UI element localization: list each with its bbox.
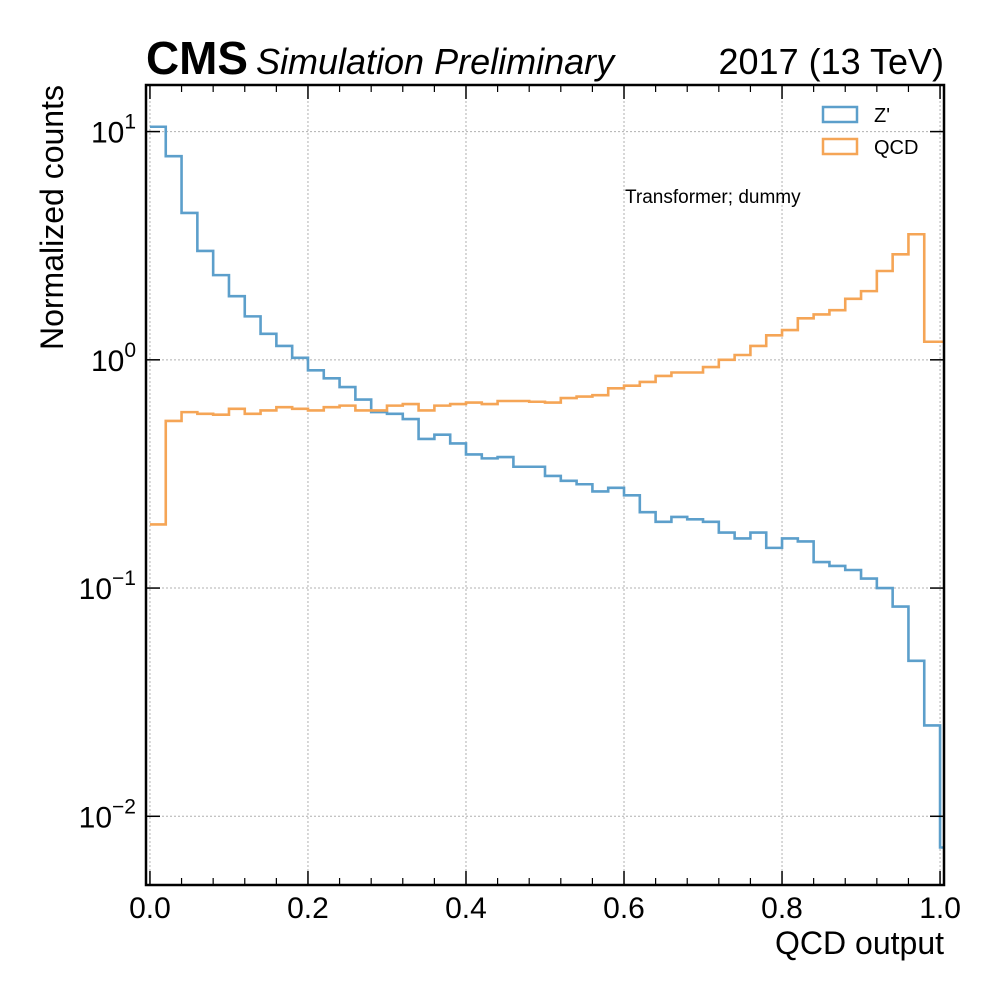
x-tick-label: 1.0 <box>919 892 961 925</box>
annotation-text: Transformer; dummy <box>625 187 801 208</box>
x-tick-label: 0.4 <box>445 892 487 925</box>
series-zprime-step <box>149 125 944 849</box>
y-tick-label: 100 <box>91 339 136 378</box>
legend-swatch-zprime <box>821 105 859 124</box>
legend: Z' QCD <box>821 105 918 159</box>
y-tick-label: 10−1 <box>79 567 136 606</box>
y-axis-label: Normalized counts <box>34 85 70 350</box>
x-tick-label: 0.8 <box>761 892 803 925</box>
ticks-layer: 0.0 0.2 0.4 0.6 0.8 1.0 101 100 10−1 10−2 <box>79 85 961 925</box>
legend-label-qcd: QCD <box>874 137 918 159</box>
legend-swatch-qcd <box>821 137 859 156</box>
x-tick-label: 0.0 <box>129 892 171 925</box>
y-tick-label: 101 <box>91 111 136 150</box>
x-tick-label: 0.6 <box>603 892 645 925</box>
x-tick-label: 0.2 <box>287 892 329 925</box>
legend-label-zprime: Z' <box>874 105 890 127</box>
x-axis-label: QCD output <box>775 925 944 961</box>
cms-label: CMS <box>146 32 248 84</box>
simulation-label: Simulation Preliminary <box>256 41 616 82</box>
plot-frame <box>144 83 946 887</box>
y-tick-label: 10−2 <box>79 795 136 834</box>
series-qcd-step <box>149 232 944 526</box>
grid-layer <box>146 85 944 885</box>
lumi-label: 2017 (13 TeV) <box>719 41 945 82</box>
series-layer <box>149 125 944 849</box>
